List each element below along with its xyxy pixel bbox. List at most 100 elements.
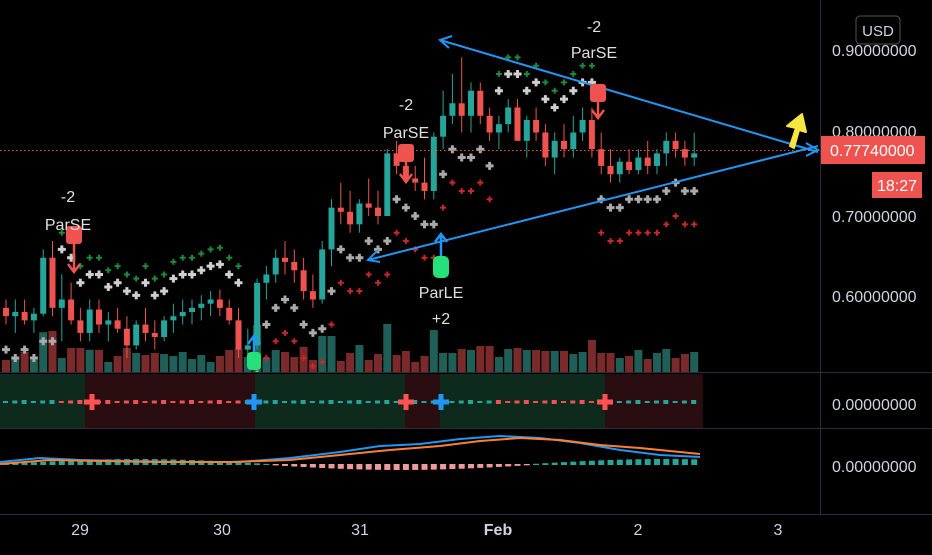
osc1-bar: [142, 401, 148, 403]
osc1-bar: [486, 400, 492, 404]
sar-cross: [160, 287, 169, 296]
volume-bar: [206, 362, 215, 372]
volume-bar: [587, 340, 596, 372]
osc1-bar: [161, 400, 167, 404]
sar-cross: [411, 212, 420, 220]
trail-cross: [514, 54, 521, 61]
osc1-bar: [421, 401, 427, 403]
sar-cross: [690, 186, 699, 195]
candle-body: [561, 140, 567, 150]
sar-cross: [569, 86, 578, 95]
osc2-bar: [254, 463, 261, 465]
time-label-31: 31: [351, 522, 369, 539]
sar-cross: [401, 203, 410, 212]
osc2-bar: [477, 464, 484, 468]
candle-body: [133, 324, 140, 346]
trail-cross: [170, 258, 177, 265]
volume-bar: [122, 348, 131, 372]
trail-cross: [282, 329, 288, 336]
osc2-bar: [533, 463, 540, 465]
osc1-bar: [561, 401, 566, 403]
sar-cross: [206, 262, 215, 271]
sar-cross: [513, 70, 522, 79]
time-axis[interactable]: 29 30 31 Feb 2 3: [71, 522, 782, 539]
sar-cross: [355, 253, 364, 262]
volume-bar: [188, 359, 196, 372]
trail-cross: [291, 338, 298, 345]
volume-bar: [95, 349, 103, 372]
signal-markers: [66, 84, 606, 370]
volume-bar: [355, 345, 364, 372]
parse-3-label: ParSE: [571, 45, 617, 62]
candle-body: [523, 119, 530, 141]
volume-bar: [560, 351, 568, 372]
sar-cross: [197, 266, 206, 275]
trail-cross: [235, 263, 242, 270]
volume-bar: [448, 353, 457, 372]
osc2-bar: [570, 461, 577, 465]
price-axis[interactable]: USD 0.90000000 0.80000000 0.70000000 0.6…: [821, 15, 925, 476]
candle-body: [216, 299, 223, 308]
trail-cross: [105, 267, 112, 274]
trail-cross: [86, 254, 93, 261]
sar-cross: [85, 270, 94, 279]
osc1-bar: [3, 401, 8, 403]
osc2-bar: [616, 459, 623, 465]
candle-body: [598, 149, 605, 166]
candle-body: [86, 309, 93, 333]
candle-body: [570, 132, 577, 150]
price-label-0.70: 0.70000000: [832, 209, 917, 226]
volume-bar: [327, 336, 336, 372]
osc2-bar: [598, 460, 605, 465]
trail-cross: [123, 271, 130, 278]
candle-body: [579, 119, 586, 133]
volume-bar: [457, 349, 466, 372]
indicator-pane-2[interactable]: [0, 429, 820, 514]
osc2-bar: [495, 464, 502, 467]
osc2-bar: [77, 460, 84, 465]
candle-body: [300, 270, 307, 292]
oscillator-1-crosses: [84, 394, 613, 410]
osc1-bar: [12, 400, 18, 404]
main-pane[interactable]: [0, 0, 820, 372]
sar-cross: [122, 287, 131, 296]
lower-trendline[interactable]: [367, 145, 819, 261]
osc1-bar: [365, 401, 371, 403]
candle-body: [226, 307, 233, 321]
candle-body: [309, 291, 316, 300]
osc1-bar: [384, 400, 390, 404]
volume-bar: [141, 355, 150, 372]
osc1-bar: [170, 401, 176, 403]
volume-bar: [215, 356, 224, 372]
trail-cross: [579, 62, 586, 69]
countdown-label: 18:27: [877, 178, 917, 195]
trail-cross: [393, 229, 400, 236]
sar-cross: [113, 278, 122, 287]
volume-bar: [671, 358, 680, 372]
countdown-badge: [872, 172, 922, 198]
trendlines[interactable]: [365, 35, 821, 263]
osc2-bar: [337, 464, 344, 469]
candle-body: [207, 299, 214, 304]
osc1-bar: [458, 400, 464, 404]
osc1-bar: [551, 400, 557, 404]
osc1-bar: [579, 400, 585, 404]
volume-bar: [467, 350, 475, 372]
sar-cross: [420, 220, 429, 229]
osc1-bar: [468, 400, 473, 404]
sar-cross: [532, 78, 541, 87]
candle-body: [151, 332, 158, 338]
trail-cross: [551, 87, 558, 94]
volume-bar: [606, 353, 615, 372]
candle-body: [514, 107, 521, 141]
osc2-bar: [309, 464, 316, 468]
currency-button[interactable]: [855, 15, 901, 45]
upper-trendline[interactable]: [439, 39, 819, 153]
volume-bar: [290, 357, 299, 372]
candle-body: [533, 119, 540, 133]
trail-cross: [365, 271, 372, 278]
trail-cross: [598, 229, 605, 236]
osc2-bar: [347, 464, 354, 470]
candle-body: [412, 178, 419, 183]
